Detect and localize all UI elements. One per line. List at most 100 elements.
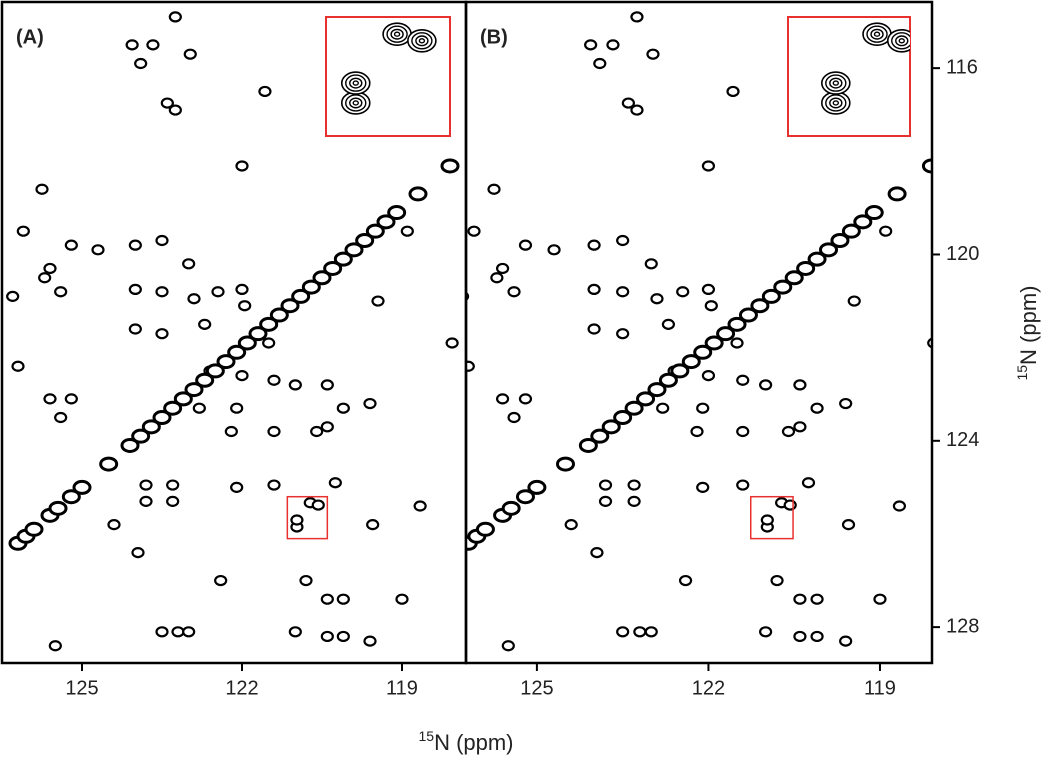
- peak: [205, 363, 225, 379]
- peak: [128, 239, 142, 251]
- x-tick-label: 122: [692, 677, 725, 699]
- peak: [616, 234, 630, 247]
- y-tick-label: 128: [946, 615, 979, 637]
- peak: [413, 500, 427, 512]
- peak: [237, 335, 257, 351]
- peak: [230, 481, 244, 493]
- peak: [320, 593, 334, 605]
- peak: [636, 391, 656, 407]
- peak: [796, 260, 816, 276]
- peak: [376, 214, 396, 230]
- peak: [445, 337, 459, 349]
- peak: [873, 593, 887, 605]
- y-tick-label: 124: [946, 429, 979, 451]
- peak: [839, 397, 853, 410]
- peak: [344, 242, 364, 258]
- peak: [408, 186, 428, 202]
- contour-ring: [895, 35, 909, 47]
- contour-ring: [870, 28, 884, 40]
- contour-ring: [829, 97, 843, 109]
- peak: [371, 295, 385, 307]
- peak: [781, 425, 796, 438]
- peak: [644, 258, 658, 270]
- peak: [783, 499, 797, 511]
- peak: [258, 85, 272, 98]
- peak: [54, 286, 68, 298]
- peak: [182, 626, 196, 638]
- peak: [793, 630, 807, 643]
- peak: [366, 519, 380, 531]
- contour-ring: [352, 80, 359, 86]
- peak: [646, 48, 660, 60]
- contour-ring: [415, 35, 429, 47]
- peak: [584, 39, 598, 51]
- inset-area: [340, 22, 437, 115]
- peak: [120, 437, 140, 453]
- peak: [678, 574, 693, 587]
- peak: [627, 495, 641, 507]
- peak: [155, 626, 169, 638]
- panel-label: (A): [16, 26, 44, 48]
- peak: [280, 298, 300, 314]
- peak: [182, 258, 196, 270]
- peak: [43, 262, 57, 275]
- peak: [601, 419, 621, 435]
- peak: [235, 369, 249, 382]
- y-label-text: N (ppm): [1016, 285, 1041, 364]
- contour-ring: [411, 32, 433, 50]
- peak: [633, 626, 647, 638]
- peak: [363, 635, 377, 647]
- peak: [311, 499, 325, 511]
- inset-area: [821, 22, 910, 115]
- peak: [801, 477, 816, 489]
- peak: [168, 11, 182, 23]
- peak: [736, 479, 750, 491]
- peak: [336, 593, 350, 605]
- y-label-sup: 15: [1014, 365, 1030, 381]
- peak: [139, 479, 153, 491]
- peak: [892, 500, 907, 512]
- peak: [616, 626, 630, 638]
- peak: [61, 489, 81, 505]
- peak: [475, 521, 495, 537]
- zoom-box: [749, 495, 794, 540]
- peak: [171, 626, 185, 638]
- peak: [627, 479, 641, 491]
- peak: [230, 402, 244, 414]
- peak: [590, 428, 610, 444]
- peak: [630, 11, 644, 23]
- panel-label: (B): [480, 26, 508, 48]
- peak: [696, 481, 710, 493]
- peak: [761, 288, 781, 304]
- peak: [716, 326, 736, 342]
- x-tick-label: 125: [65, 677, 98, 699]
- contour-ring: [349, 77, 363, 89]
- peak: [6, 290, 20, 302]
- peak: [269, 307, 289, 323]
- peak: [587, 283, 601, 296]
- peak: [227, 344, 247, 360]
- x-tick-label: 125: [520, 677, 553, 699]
- peak: [301, 279, 321, 295]
- peak: [267, 374, 281, 386]
- peak: [363, 397, 377, 410]
- peak: [125, 39, 139, 51]
- panel-frame: [464, 0, 934, 665]
- peak: [107, 519, 121, 531]
- peak: [72, 479, 92, 495]
- peak: [216, 354, 236, 370]
- contour-ring: [390, 28, 404, 40]
- peak: [48, 640, 62, 652]
- zoom-box: [286, 495, 329, 540]
- peak: [152, 410, 172, 426]
- peak: [267, 479, 281, 491]
- peak: [590, 547, 604, 559]
- peak: [644, 626, 658, 638]
- peak: [466, 360, 475, 372]
- peak: [267, 425, 281, 438]
- peak: [578, 437, 598, 453]
- peak: [518, 393, 533, 405]
- peak: [155, 328, 169, 340]
- peak: [760, 514, 774, 526]
